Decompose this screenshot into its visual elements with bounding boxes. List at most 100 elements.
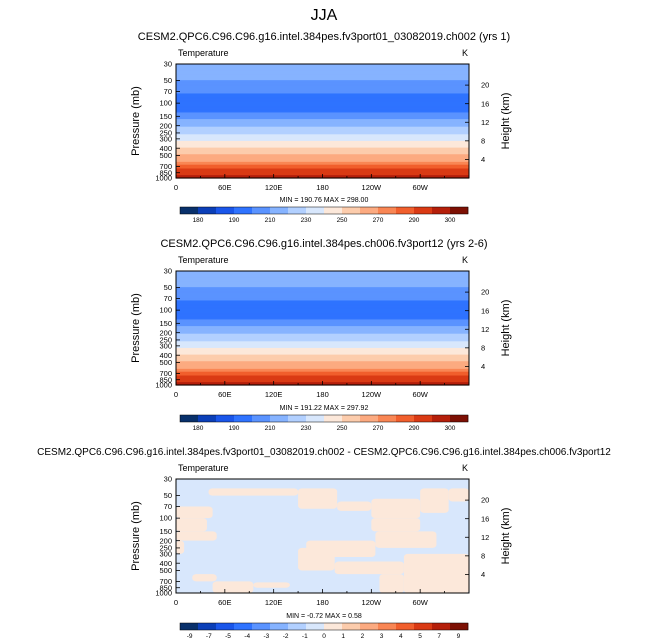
colorbar-swatch xyxy=(360,623,379,630)
field-band xyxy=(176,301,469,303)
field-band xyxy=(176,331,469,334)
field-band xyxy=(176,326,469,328)
colorbar-swatch xyxy=(306,207,325,214)
colorbar-swatch xyxy=(432,207,451,214)
colorbar-swatch xyxy=(252,623,271,630)
field-band xyxy=(176,96,469,98)
field-band xyxy=(176,378,469,380)
field-band xyxy=(176,124,469,127)
field-band xyxy=(176,330,469,333)
field-band xyxy=(176,370,469,373)
pressure-tick-label: 70 xyxy=(164,502,172,511)
field-band xyxy=(176,138,469,140)
field-band xyxy=(176,88,469,91)
field-band xyxy=(176,307,469,309)
field-band xyxy=(176,328,469,330)
field-band xyxy=(176,280,469,283)
pressure-tick-label: 200 xyxy=(159,536,172,545)
panel-2-left-label: Temperature xyxy=(178,255,229,265)
field-band xyxy=(176,114,469,116)
longitude-tick-label: 0 xyxy=(174,598,178,607)
field-band xyxy=(176,152,469,154)
field-band xyxy=(176,80,469,82)
panel-1-colorbar: 180 190 210 230 250 270 290 300 xyxy=(179,206,469,224)
field-band xyxy=(176,283,469,285)
colorbar-tick-label: 290 xyxy=(409,217,420,224)
colorbar-swatch xyxy=(288,207,307,214)
field-band xyxy=(176,277,469,280)
field-band xyxy=(176,93,469,95)
colorbar-tick-label: -1 xyxy=(302,633,308,640)
field-band xyxy=(176,318,469,321)
longitude-tick-label: 120E xyxy=(265,390,283,399)
field-band xyxy=(176,362,469,364)
field-band xyxy=(176,76,469,78)
pressure-tick-label: 250 xyxy=(159,544,172,553)
panel-2-ylabel-right: Height (km) xyxy=(500,300,512,357)
colorbar-swatch xyxy=(216,415,235,422)
field-band xyxy=(176,131,469,133)
field-band xyxy=(176,104,469,107)
field-band xyxy=(176,276,469,279)
field-band xyxy=(176,159,469,161)
field-band xyxy=(176,324,469,326)
field-band xyxy=(176,327,469,329)
field-band xyxy=(176,315,469,318)
field-band xyxy=(176,119,469,121)
panel-3-colorbar: -9 -7 -5 -4 -3 -2 -1 0 1 2 3 4 5 7 9 xyxy=(179,622,469,640)
field-band xyxy=(176,329,469,332)
field-band xyxy=(176,151,469,153)
field-band xyxy=(176,103,469,106)
field-band xyxy=(176,299,469,302)
positive-anomaly-region xyxy=(379,574,404,593)
field-band xyxy=(176,282,469,284)
colorbar-swatch xyxy=(288,415,307,422)
field-band xyxy=(176,379,469,381)
field-band xyxy=(176,143,469,146)
field-band xyxy=(176,144,469,147)
field-band xyxy=(176,100,469,102)
field-band xyxy=(176,142,469,145)
panel-3-stats: MIN = -0.72 MAX = 0.58 xyxy=(286,613,362,620)
field-band xyxy=(176,106,469,109)
field-band xyxy=(176,171,469,173)
field-band xyxy=(176,83,469,86)
positive-anomaly-region xyxy=(212,581,254,593)
field-band xyxy=(176,155,469,157)
pressure-tick-label: 850 xyxy=(159,583,172,592)
colorbar-tick-label: 300 xyxy=(445,425,456,432)
positive-anomaly-region xyxy=(176,531,217,541)
field-band xyxy=(176,360,469,362)
pressure-tick-label: 200 xyxy=(159,328,172,337)
field-band xyxy=(176,288,469,290)
longitude-tick-label: 120E xyxy=(265,598,283,607)
longitude-tick-label: 180 xyxy=(316,598,329,607)
field-band xyxy=(176,375,469,378)
panel-3-left-label: Temperature xyxy=(178,463,229,473)
colorbar-swatch xyxy=(324,415,343,422)
field-band xyxy=(176,141,469,144)
pressure-tick-label: 150 xyxy=(159,112,172,121)
colorbar-frame xyxy=(179,622,469,631)
field-band xyxy=(176,317,469,320)
panel-1-field xyxy=(176,64,469,179)
field-band xyxy=(176,303,469,305)
field-band xyxy=(176,75,469,77)
colorbar-swatch xyxy=(180,207,199,214)
field-band xyxy=(176,328,469,331)
field-band xyxy=(176,120,469,122)
field-band xyxy=(176,343,469,345)
colorbar-tick-label: -3 xyxy=(264,633,270,640)
colorbar-tick-label: 210 xyxy=(265,217,276,224)
field-band xyxy=(176,148,469,151)
field-band xyxy=(176,86,469,89)
field-band xyxy=(176,84,469,87)
field-band xyxy=(176,348,469,351)
colorbar-swatch xyxy=(270,415,289,422)
longitude-tick-label: 0 xyxy=(174,183,178,192)
field-band xyxy=(176,129,469,132)
field-band xyxy=(176,287,469,289)
field-band xyxy=(176,115,469,117)
